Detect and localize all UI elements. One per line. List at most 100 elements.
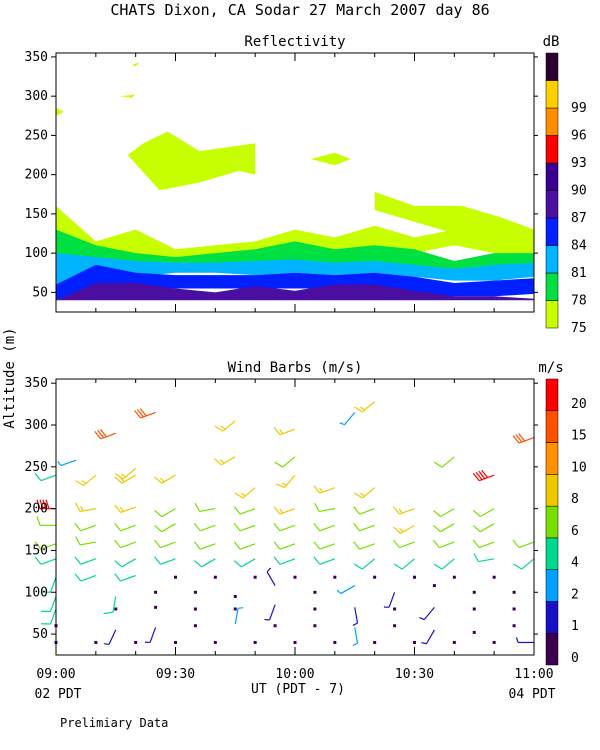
windbarb-plot-area — [34, 401, 535, 647]
windbarb-ytick-label: 100 — [25, 585, 48, 600]
windbarb-ytick-label: 200 — [25, 502, 48, 517]
windbarb-colorbar: 0 1 2 4 6 8 10 15 20 — [545, 378, 587, 666]
windbarb-ytick-label: 350 — [25, 376, 48, 391]
wind-barb — [234, 487, 256, 499]
reflectivity-colorbar-label-75: 75 — [571, 321, 587, 336]
wind-barb — [34, 541, 57, 550]
wind-barb-staff — [200, 524, 216, 532]
reflectivity-colorbar-swatch — [545, 162, 559, 191]
wind-barb-half-feather — [421, 641, 427, 645]
wind-barb-staff — [425, 629, 435, 645]
x-tick-label: 10:00 — [275, 667, 314, 682]
reflectivity-patch-1 — [127, 131, 256, 191]
wind-barb — [421, 629, 435, 645]
wind-barb — [433, 558, 455, 570]
wind-calm-marker — [373, 640, 377, 644]
wind-barb-feather — [353, 506, 361, 515]
wind-barb — [115, 468, 137, 480]
wind-barb-feather — [193, 560, 202, 568]
wind-barb — [194, 502, 216, 513]
wind-barb-staff — [60, 459, 77, 467]
wind-calm-marker — [154, 590, 158, 594]
wind-calm-marker — [193, 590, 197, 594]
windbarb-ytick-label: 50 — [32, 627, 48, 642]
wind-barb — [134, 408, 156, 419]
wind-barb-staff — [279, 558, 296, 565]
wind-barb-staff — [80, 558, 97, 565]
wind-barb-staff — [441, 558, 455, 570]
wind-barb — [472, 469, 495, 482]
wind-barb-feather — [45, 499, 50, 509]
wind-barb — [354, 401, 376, 413]
wind-barb-staff — [359, 524, 375, 532]
wind-barb-feather — [114, 560, 123, 568]
wind-calm-marker — [452, 575, 456, 579]
reflectivity-colorbar-swatch — [545, 80, 559, 109]
reflectivity-colorbar-label-87: 87 — [571, 211, 587, 226]
wind-calm-marker — [253, 575, 257, 579]
wind-barb — [393, 524, 415, 534]
wind-barb — [74, 523, 97, 532]
wind-barb — [266, 567, 276, 586]
wind-barb-feather — [114, 573, 122, 582]
wind-barb-feather — [193, 523, 201, 532]
wind-barb — [154, 474, 176, 484]
wind-barb-feather — [472, 539, 480, 548]
wind-calm-marker — [213, 640, 217, 644]
wind-barb — [57, 459, 77, 467]
reflectivity-plot-area — [56, 62, 534, 301]
wind-barb — [114, 474, 136, 484]
reflectivity-patch-3 — [374, 191, 534, 246]
reflectivity-colorbar-label-96: 96 — [571, 129, 587, 144]
wind-barb — [36, 516, 56, 526]
reflectivity-colorbar-label-99: 99 — [571, 101, 587, 116]
wind-calm-marker — [393, 607, 397, 611]
wind-barb-feather — [154, 556, 161, 565]
start-local-time: 02 PDT — [35, 687, 82, 702]
wind-barb-feather — [103, 611, 114, 615]
reflectivity-ytick-label: 150 — [25, 207, 48, 222]
reflectivity-ytick-label: 250 — [25, 128, 48, 143]
wind-barb-feather — [34, 541, 42, 550]
wind-barb-feather — [39, 499, 44, 509]
wind-barb — [383, 592, 396, 608]
wind-barb — [419, 606, 435, 621]
wind-barb — [339, 412, 356, 426]
wind-barb-feather — [393, 526, 402, 534]
wind-barb — [393, 558, 415, 570]
wind-barb-staff — [354, 627, 359, 644]
wind-barb-staff — [160, 541, 176, 549]
wind-barb-feather — [472, 509, 481, 518]
reflectivity-colorbar-label-81: 81 — [571, 266, 587, 281]
wind-barb-staff — [239, 543, 256, 550]
wind-barb-feather — [432, 509, 441, 518]
wind-barb-half-feather — [339, 422, 345, 426]
wind-barb-staff — [439, 541, 455, 549]
wind-barb-half-feather — [266, 567, 272, 573]
wind-barb-staff — [108, 629, 117, 645]
wind-barb-feather — [42, 499, 47, 509]
wind-barb — [393, 506, 415, 515]
wind-barb — [352, 627, 359, 647]
wind-barb-staff — [49, 608, 57, 625]
wind-barb-feather — [432, 524, 441, 533]
wind-barb — [432, 523, 455, 533]
wind-barb-staff — [401, 558, 415, 570]
wind-calm-marker — [472, 607, 476, 611]
wind-barb — [154, 523, 176, 533]
wind-barb — [273, 506, 296, 515]
wind-barb-half-feather — [160, 477, 165, 483]
wind-barb-feather — [114, 523, 122, 532]
wind-barb-feather — [313, 556, 321, 565]
wind-barb-staff — [120, 524, 136, 532]
wind-barb-staff — [319, 543, 336, 550]
wind-barb-staff — [340, 585, 356, 595]
wind-barb — [41, 596, 57, 613]
wind-barb-staff — [480, 523, 495, 533]
wind-barb — [154, 508, 176, 518]
wind-calm-marker — [512, 607, 516, 611]
wind-barb-staff — [80, 524, 97, 532]
windbarb-colorbar-label-4: 4 — [571, 556, 579, 571]
wind-barb-staff — [521, 558, 535, 570]
wind-barb — [515, 637, 534, 644]
